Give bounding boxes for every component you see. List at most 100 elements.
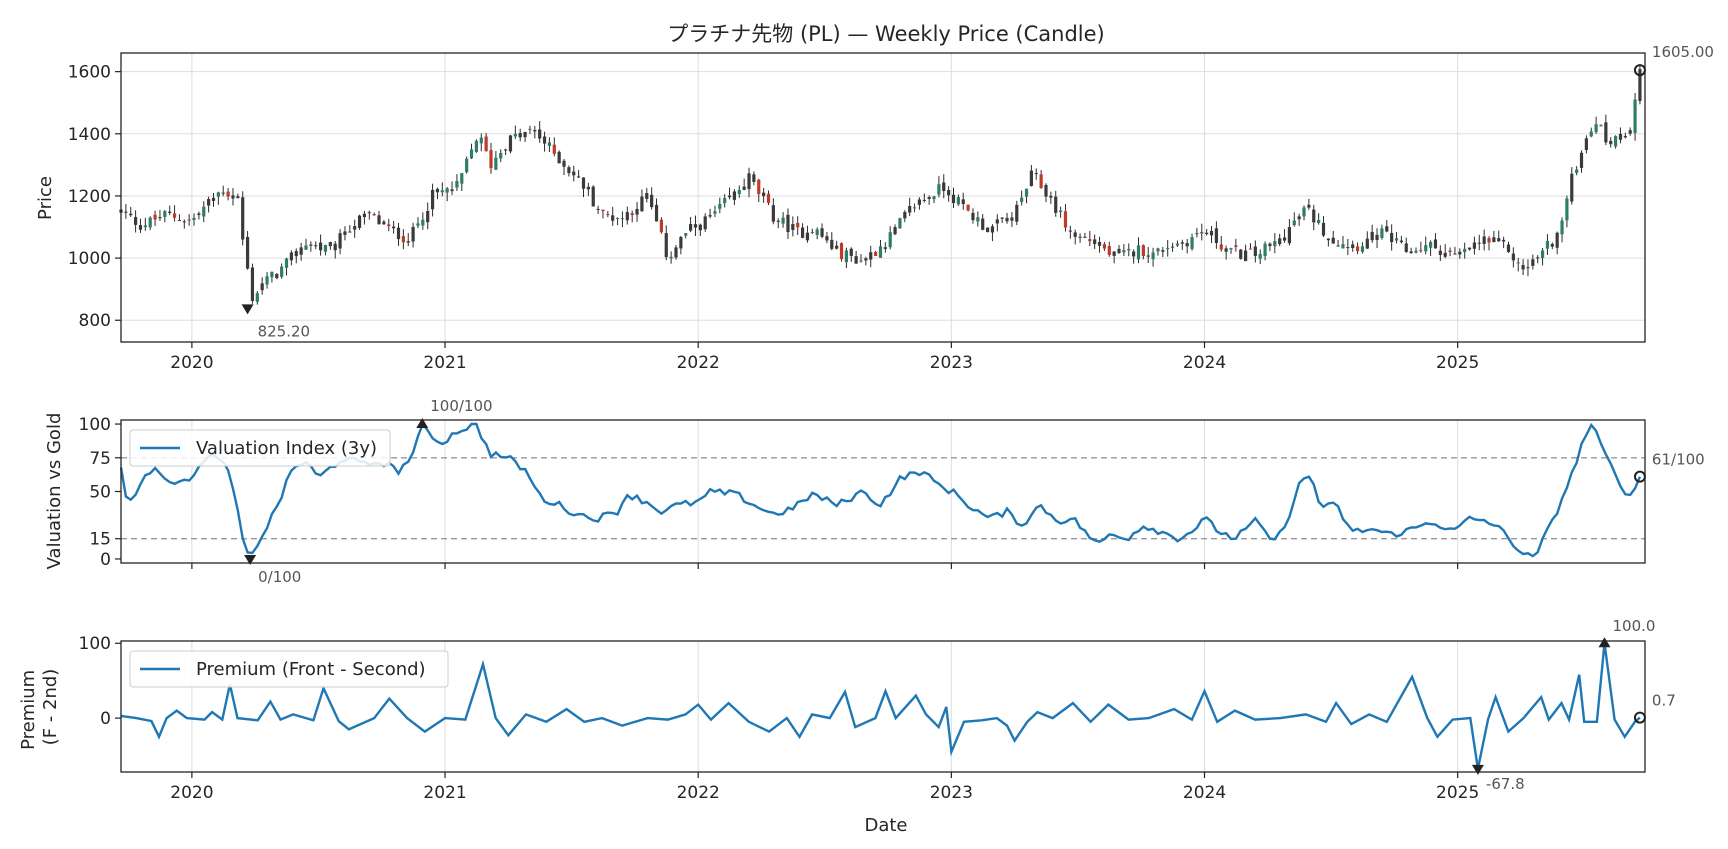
candle — [504, 148, 508, 156]
candle — [1278, 233, 1282, 247]
candle — [1024, 188, 1029, 204]
candle — [698, 223, 702, 236]
candle — [1604, 114, 1608, 146]
premium-legend-label: Premium (Front - Second) — [196, 659, 426, 680]
candle — [1360, 242, 1365, 254]
y-tick-label: 1000 — [68, 249, 111, 269]
candle — [956, 194, 960, 206]
y-tick-label: 1400 — [68, 125, 111, 145]
candle — [275, 272, 279, 280]
candle — [820, 223, 824, 239]
candle — [1409, 247, 1413, 254]
candle — [1438, 245, 1442, 261]
candle — [995, 214, 999, 232]
candle — [669, 251, 673, 264]
x-axis-label: Date — [864, 815, 907, 836]
candle — [630, 210, 634, 223]
candle — [1015, 200, 1019, 226]
candle — [1555, 231, 1559, 255]
candle — [874, 250, 878, 257]
candle — [1550, 242, 1554, 250]
y-tick-label: 100 — [79, 415, 111, 435]
candle — [1570, 167, 1574, 205]
candle — [533, 125, 537, 139]
candle — [1161, 246, 1165, 258]
candle — [1317, 213, 1321, 225]
candle — [401, 229, 405, 250]
candle — [985, 227, 990, 233]
premium-x-ticks: 2020 2021 2022 2023 2024 2025 — [170, 772, 1479, 803]
y-tick-label: 1600 — [68, 63, 111, 83]
candle — [314, 241, 318, 250]
candle — [1219, 235, 1223, 252]
premium-axes-frame — [120, 640, 1646, 773]
candle — [747, 167, 751, 198]
candle — [1380, 224, 1384, 240]
candle — [1472, 236, 1477, 255]
candle — [319, 234, 323, 256]
candle — [1404, 237, 1408, 253]
candle — [343, 226, 347, 241]
candle — [241, 191, 245, 246]
valuation-x-ticks — [191, 563, 1459, 569]
candle — [124, 203, 128, 219]
candle — [1341, 235, 1345, 249]
candle — [917, 197, 922, 210]
min-value-label: 0/100 — [258, 568, 301, 586]
candle — [562, 158, 566, 176]
x-tick-label: 2022 — [677, 353, 720, 373]
candle — [703, 213, 707, 232]
candle — [1351, 240, 1355, 252]
y-tick-label: 100 — [79, 634, 111, 654]
x-tick-label: 2025 — [1436, 783, 1479, 803]
candle — [1516, 257, 1520, 272]
y-tick-label: 75 — [89, 449, 111, 469]
candle — [1127, 243, 1131, 257]
candle — [1136, 237, 1141, 264]
candle — [757, 178, 761, 203]
candle — [1531, 254, 1535, 270]
candle — [708, 208, 712, 219]
candle — [893, 224, 897, 236]
candle — [1365, 231, 1369, 249]
candle — [338, 229, 342, 255]
candle — [903, 210, 907, 223]
candle — [932, 195, 936, 204]
candle — [947, 186, 951, 202]
candle — [289, 250, 293, 266]
candle — [134, 210, 138, 233]
y-tick-label: 0 — [100, 550, 111, 570]
candle — [1458, 248, 1462, 259]
candle — [1010, 212, 1014, 227]
valuation-y-axis-label: Valuation vs Gold — [44, 413, 65, 570]
candle — [1487, 236, 1491, 251]
candle — [435, 187, 440, 200]
candle — [825, 231, 829, 244]
price-panel: 800 1000 1200 1400 1600 2020 2021 2022 2023 2024… — [35, 43, 1714, 373]
candle — [538, 121, 542, 143]
candle — [912, 203, 917, 213]
candle — [864, 256, 868, 266]
candle — [168, 205, 172, 216]
y-tick-label: 15 — [89, 530, 111, 550]
last-value-label: 61/100 — [1652, 451, 1705, 469]
candle — [163, 210, 167, 223]
last-value-label: 0.7 — [1652, 692, 1676, 710]
candle — [577, 169, 581, 178]
candle — [1433, 233, 1438, 249]
candle — [1579, 150, 1584, 173]
candle — [1467, 247, 1472, 251]
candle — [1093, 234, 1097, 249]
candle — [1166, 239, 1170, 257]
x-tick-label: 2023 — [930, 353, 973, 373]
candle — [591, 185, 595, 207]
candle — [1058, 206, 1063, 218]
candle — [766, 190, 771, 205]
candle — [211, 192, 216, 207]
candle — [1638, 64, 1642, 105]
candle — [854, 250, 858, 264]
candle — [143, 217, 147, 231]
candle — [129, 206, 133, 217]
candle — [1511, 247, 1515, 268]
candle — [1263, 241, 1267, 261]
